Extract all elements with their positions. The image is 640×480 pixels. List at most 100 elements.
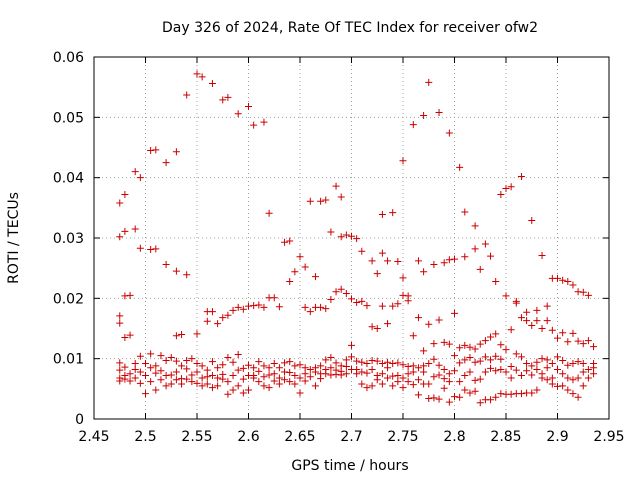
data-point (389, 359, 397, 367)
data-point (554, 366, 561, 374)
data-point (497, 191, 505, 199)
data-point (270, 359, 278, 367)
data-point (342, 363, 350, 371)
data-point (430, 261, 438, 269)
data-point (270, 377, 278, 385)
data-point (363, 302, 371, 310)
y-tick-label: 0.04 (53, 171, 84, 187)
data-point (363, 369, 371, 377)
data-point (342, 231, 350, 239)
data-point (183, 375, 191, 383)
data-point (208, 80, 216, 88)
data-point (512, 299, 520, 307)
data-point (306, 197, 314, 205)
data-point (517, 372, 525, 380)
data-point (564, 361, 572, 369)
data-point (569, 329, 577, 337)
data-point (451, 393, 458, 401)
data-point (265, 209, 273, 217)
data-point (528, 362, 536, 370)
data-point (147, 378, 155, 386)
data-point (239, 305, 247, 313)
data-point (178, 380, 186, 388)
data-point (126, 377, 134, 385)
data-point (543, 317, 551, 325)
axis-ticks: 2.45 2.5 2.55 2.6 2.65 2.7 2.75 2.8 2.85 2.9 2.95 0… (53, 50, 625, 445)
data-point (528, 371, 536, 379)
data-point (358, 297, 366, 305)
data-point (440, 338, 448, 346)
data-point (203, 380, 211, 388)
data-point (538, 374, 546, 382)
data-point (384, 257, 392, 265)
data-point (440, 259, 448, 267)
x-tick-label: 2.85 (490, 429, 521, 445)
data-point (481, 240, 489, 248)
data-point (538, 251, 546, 259)
data-point (481, 353, 489, 361)
data-point (121, 292, 129, 300)
data-point (425, 78, 433, 86)
data-point (214, 364, 222, 372)
data-point (208, 308, 216, 316)
data-point (523, 308, 531, 316)
data-point (399, 274, 407, 282)
data-point (456, 344, 464, 352)
data-point (275, 303, 283, 311)
data-point (487, 333, 495, 341)
data-point (445, 340, 453, 348)
data-point (425, 359, 433, 367)
data-point (229, 358, 237, 366)
data-point (569, 376, 577, 384)
data-point (142, 390, 149, 398)
data-point (435, 109, 443, 117)
data-point (409, 362, 417, 370)
data-point (579, 382, 587, 390)
data-point (394, 359, 402, 367)
data-point (378, 249, 386, 257)
data-point (342, 370, 350, 378)
data-point (152, 369, 160, 377)
data-point (203, 366, 211, 374)
data-point (389, 302, 397, 310)
data-point (445, 129, 453, 137)
data-point (404, 378, 412, 386)
chart-title: Day 326 of 2024, Rate Of TEC Index for r… (162, 20, 538, 36)
data-point (332, 288, 340, 296)
data-point (275, 374, 283, 382)
data-point (291, 268, 299, 276)
x-tick-label: 2.95 (593, 429, 624, 445)
data-point (234, 382, 242, 390)
data-point (178, 362, 186, 370)
data-point (461, 208, 469, 216)
data-point (224, 378, 232, 386)
data-point (275, 364, 283, 372)
data-point (317, 375, 325, 383)
data-point (322, 370, 330, 378)
data-point (178, 331, 186, 339)
data-point (517, 314, 525, 322)
data-point (507, 183, 515, 191)
data-point (265, 371, 273, 379)
data-point (476, 340, 484, 348)
data-point (399, 374, 407, 382)
data-point (471, 376, 479, 384)
data-point (590, 364, 598, 372)
data-point (208, 372, 216, 380)
data-point (311, 382, 319, 390)
y-tick-label: 0.01 (53, 352, 84, 368)
data-point (559, 276, 567, 284)
data-point (368, 257, 376, 265)
data-point (574, 288, 582, 296)
data-point (358, 247, 366, 255)
data-point (301, 370, 309, 378)
data-point (121, 334, 129, 342)
data-point (399, 291, 407, 299)
data-point (507, 374, 515, 382)
data-point (162, 356, 170, 364)
data-point (378, 302, 386, 310)
data-point (378, 380, 386, 388)
data-point (373, 325, 381, 332)
data-point (224, 390, 232, 398)
data-point (219, 361, 227, 369)
